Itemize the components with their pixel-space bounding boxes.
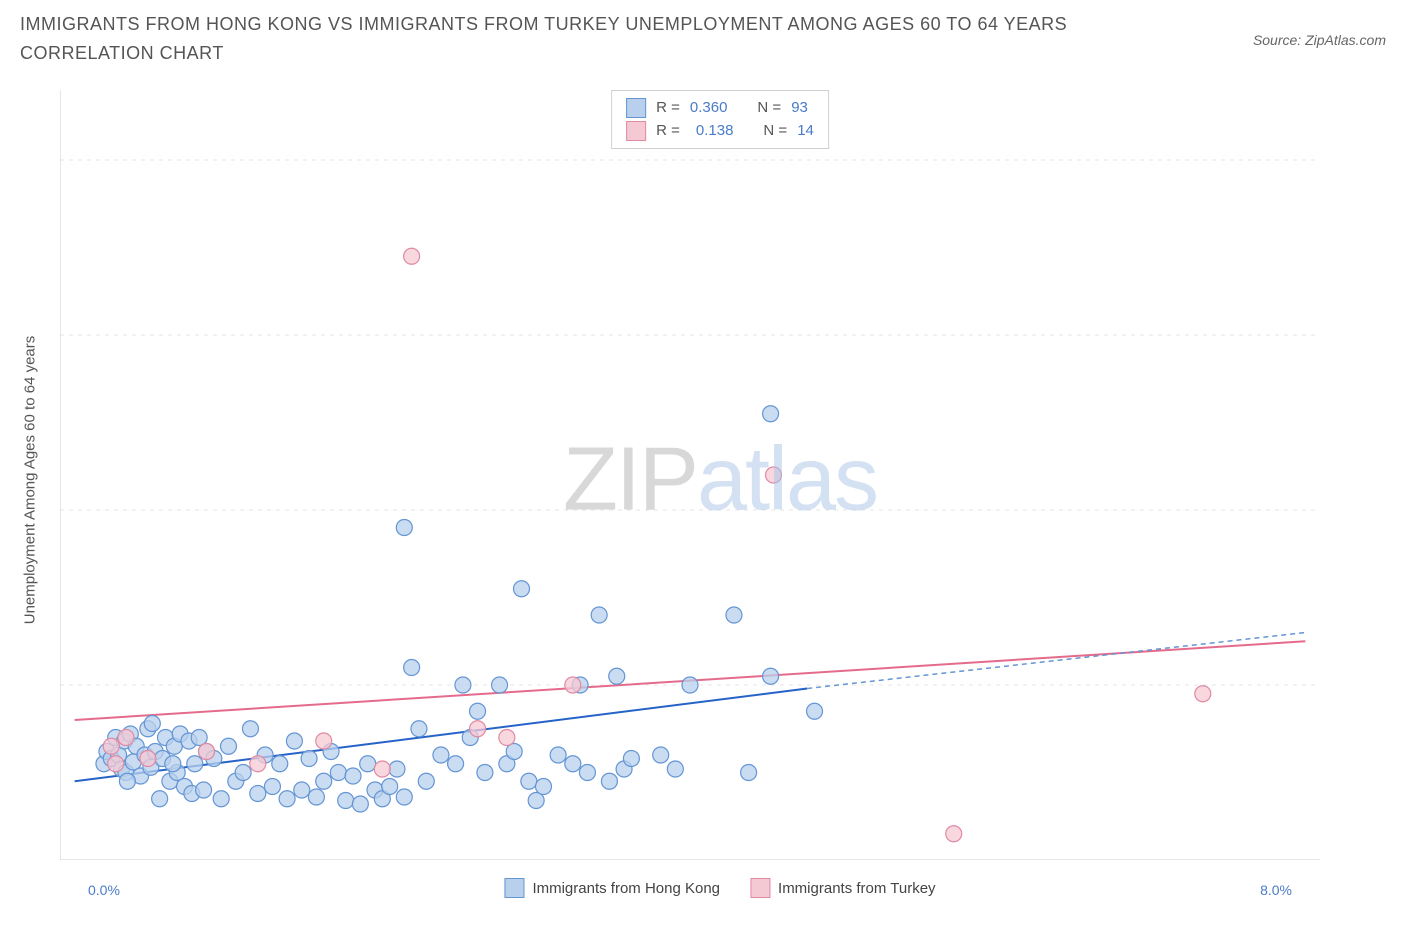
- y-axis-label: Unemployment Among Ages 60 to 64 years: [22, 336, 39, 625]
- source-attribution: Source: ZipAtlas.com: [1253, 32, 1386, 48]
- legend-label-turkey: Immigrants from Turkey: [778, 880, 936, 897]
- n-label: N =: [757, 97, 781, 120]
- r-value-tr: 0.138: [690, 120, 734, 143]
- chart-area: Unemployment Among Ages 60 to 64 years Z…: [60, 90, 1380, 870]
- r-value-hk: 0.360: [690, 97, 728, 120]
- legend-item-turkey: Immigrants from Turkey: [750, 878, 936, 898]
- legend-bottom: Immigrants from Hong Kong Immigrants fro…: [504, 878, 935, 898]
- n-label: N =: [763, 120, 787, 143]
- legend-swatch-hongkong-icon: [504, 878, 524, 898]
- legend-swatch-turkey-icon: [750, 878, 770, 898]
- legend-item-hongkong: Immigrants from Hong Kong: [504, 878, 720, 898]
- x-tick-label: 0.0%: [88, 882, 120, 898]
- legend-swatch-hongkong: [626, 98, 646, 118]
- n-value-hk: 93: [791, 97, 808, 120]
- chart-title: IMMIGRANTS FROM HONG KONG VS IMMIGRANTS …: [20, 10, 1120, 68]
- n-value-tr: 14: [797, 120, 814, 143]
- legend-row-hongkong: R = 0.360 N = 93: [626, 97, 814, 120]
- r-label: R =: [656, 120, 680, 143]
- legend-swatch-turkey: [626, 121, 646, 141]
- legend-row-turkey: R = 0.138 N = 14: [626, 120, 814, 143]
- scatter-plot: [60, 90, 1320, 860]
- x-tick-label: 8.0%: [1260, 882, 1292, 898]
- legend-correlation-box: R = 0.360 N = 93 R = 0.138 N = 14: [611, 90, 829, 149]
- legend-label-hongkong: Immigrants from Hong Kong: [532, 880, 720, 897]
- r-label: R =: [656, 97, 680, 120]
